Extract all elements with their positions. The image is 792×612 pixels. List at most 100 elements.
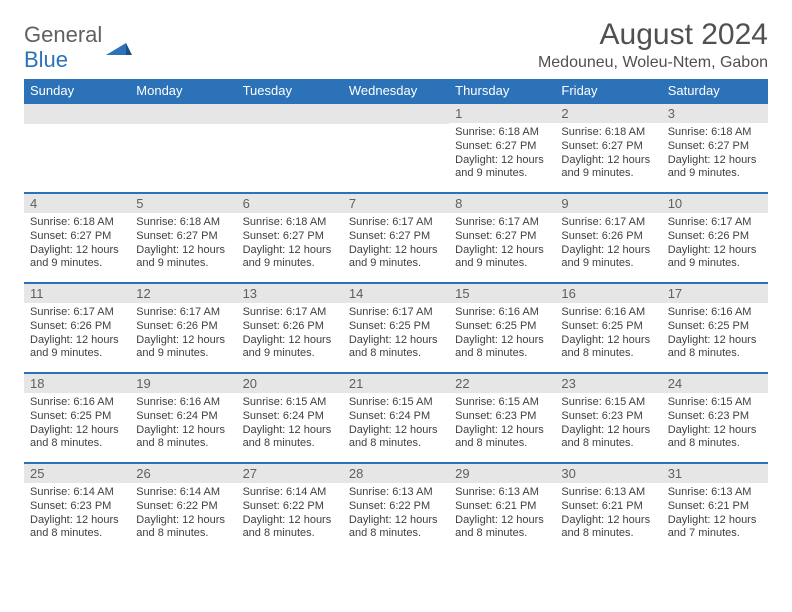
- sunrise-text: Sunrise: 6:15 AM: [243, 396, 337, 410]
- calendar-cell: 21Sunrise: 6:15 AMSunset: 6:24 PMDayligh…: [343, 372, 449, 462]
- sunrise-text: Sunrise: 6:17 AM: [136, 306, 230, 320]
- day-number: 14: [343, 282, 449, 303]
- calendar-cell: 6Sunrise: 6:18 AMSunset: 6:27 PMDaylight…: [237, 192, 343, 282]
- day-number: 2: [555, 102, 661, 123]
- daylight-text: Daylight: 12 hours and 8 minutes.: [243, 424, 337, 452]
- daylight-text: Daylight: 12 hours and 8 minutes.: [668, 424, 762, 452]
- calendar-cell: 18Sunrise: 6:16 AMSunset: 6:25 PMDayligh…: [24, 372, 130, 462]
- day-details: Sunrise: 6:13 AMSunset: 6:21 PMDaylight:…: [555, 483, 661, 545]
- daylight-text: Daylight: 12 hours and 8 minutes.: [349, 334, 443, 362]
- day-number: 1: [449, 102, 555, 123]
- daylight-text: Daylight: 12 hours and 9 minutes.: [30, 244, 124, 272]
- sunrise-text: Sunrise: 6:16 AM: [30, 396, 124, 410]
- day-number: 17: [662, 282, 768, 303]
- daylight-text: Daylight: 12 hours and 9 minutes.: [455, 244, 549, 272]
- day-number: 26: [130, 462, 236, 483]
- sunset-text: Sunset: 6:21 PM: [455, 500, 549, 514]
- daylight-text: Daylight: 12 hours and 8 minutes.: [561, 334, 655, 362]
- day-number: 24: [662, 372, 768, 393]
- day-number: 31: [662, 462, 768, 483]
- day-header: Sunday: [24, 79, 130, 102]
- daylight-text: Daylight: 12 hours and 8 minutes.: [243, 514, 337, 542]
- sunset-text: Sunset: 6:26 PM: [668, 230, 762, 244]
- sunset-text: Sunset: 6:27 PM: [561, 140, 655, 154]
- sunrise-text: Sunrise: 6:16 AM: [136, 396, 230, 410]
- day-number: 19: [130, 372, 236, 393]
- sunrise-text: Sunrise: 6:17 AM: [561, 216, 655, 230]
- sunset-text: Sunset: 6:22 PM: [136, 500, 230, 514]
- daylight-text: Daylight: 12 hours and 9 minutes.: [349, 244, 443, 272]
- calendar-cell: 22Sunrise: 6:15 AMSunset: 6:23 PMDayligh…: [449, 372, 555, 462]
- calendar-cell: 23Sunrise: 6:15 AMSunset: 6:23 PMDayligh…: [555, 372, 661, 462]
- sunset-text: Sunset: 6:21 PM: [561, 500, 655, 514]
- day-number: 28: [343, 462, 449, 483]
- calendar-cell: 8Sunrise: 6:17 AMSunset: 6:27 PMDaylight…: [449, 192, 555, 282]
- calendar-cell: 13Sunrise: 6:17 AMSunset: 6:26 PMDayligh…: [237, 282, 343, 372]
- day-details: Sunrise: 6:13 AMSunset: 6:22 PMDaylight:…: [343, 483, 449, 545]
- day-number: 9: [555, 192, 661, 213]
- sunrise-text: Sunrise: 6:17 AM: [349, 216, 443, 230]
- sunrise-text: Sunrise: 6:18 AM: [668, 126, 762, 140]
- calendar-page: General Blue August 2024 Medouneu, Woleu…: [0, 0, 792, 570]
- day-details: Sunrise: 6:18 AMSunset: 6:27 PMDaylight:…: [449, 123, 555, 185]
- day-number: 16: [555, 282, 661, 303]
- day-number: 25: [24, 462, 130, 483]
- sunset-text: Sunset: 6:26 PM: [30, 320, 124, 334]
- day-details: Sunrise: 6:13 AMSunset: 6:21 PMDaylight:…: [662, 483, 768, 545]
- day-number: 3: [662, 102, 768, 123]
- sunset-text: Sunset: 6:27 PM: [136, 230, 230, 244]
- day-details: Sunrise: 6:16 AMSunset: 6:25 PMDaylight:…: [449, 303, 555, 365]
- daylight-text: Daylight: 12 hours and 8 minutes.: [136, 424, 230, 452]
- calendar-cell: 24Sunrise: 6:15 AMSunset: 6:23 PMDayligh…: [662, 372, 768, 462]
- day-details: Sunrise: 6:15 AMSunset: 6:23 PMDaylight:…: [449, 393, 555, 455]
- day-details: Sunrise: 6:17 AMSunset: 6:26 PMDaylight:…: [662, 213, 768, 275]
- calendar-cell: 5Sunrise: 6:18 AMSunset: 6:27 PMDaylight…: [130, 192, 236, 282]
- day-details: Sunrise: 6:13 AMSunset: 6:21 PMDaylight:…: [449, 483, 555, 545]
- sunrise-text: Sunrise: 6:16 AM: [455, 306, 549, 320]
- day-details: Sunrise: 6:17 AMSunset: 6:26 PMDaylight:…: [237, 303, 343, 365]
- location-text: Medouneu, Woleu-Ntem, Gabon: [538, 54, 768, 72]
- sunrise-text: Sunrise: 6:14 AM: [136, 486, 230, 500]
- day-number: 11: [24, 282, 130, 303]
- calendar-cell: 2Sunrise: 6:18 AMSunset: 6:27 PMDaylight…: [555, 102, 661, 192]
- day-details: Sunrise: 6:15 AMSunset: 6:23 PMDaylight:…: [555, 393, 661, 455]
- daylight-text: Daylight: 12 hours and 8 minutes.: [30, 514, 124, 542]
- logo-text-bottom: Blue: [24, 47, 102, 73]
- calendar-cell: 17Sunrise: 6:16 AMSunset: 6:25 PMDayligh…: [662, 282, 768, 372]
- empty-day-bar: [237, 102, 343, 124]
- sunrise-text: Sunrise: 6:15 AM: [561, 396, 655, 410]
- day-number: 21: [343, 372, 449, 393]
- day-details: Sunrise: 6:16 AMSunset: 6:25 PMDaylight:…: [555, 303, 661, 365]
- sunrise-text: Sunrise: 6:15 AM: [455, 396, 549, 410]
- daylight-text: Daylight: 12 hours and 8 minutes.: [668, 334, 762, 362]
- calendar-row: 18Sunrise: 6:16 AMSunset: 6:25 PMDayligh…: [24, 372, 768, 462]
- daylight-text: Daylight: 12 hours and 9 minutes.: [668, 154, 762, 182]
- sunrise-text: Sunrise: 6:18 AM: [30, 216, 124, 230]
- empty-day-bar: [130, 102, 236, 124]
- daylight-text: Daylight: 12 hours and 8 minutes.: [455, 424, 549, 452]
- day-number: 13: [237, 282, 343, 303]
- calendar-cell: 12Sunrise: 6:17 AMSunset: 6:26 PMDayligh…: [130, 282, 236, 372]
- calendar-cell: 15Sunrise: 6:16 AMSunset: 6:25 PMDayligh…: [449, 282, 555, 372]
- daylight-text: Daylight: 12 hours and 8 minutes.: [561, 514, 655, 542]
- day-details: Sunrise: 6:14 AMSunset: 6:22 PMDaylight:…: [130, 483, 236, 545]
- day-number: 20: [237, 372, 343, 393]
- sunset-text: Sunset: 6:21 PM: [668, 500, 762, 514]
- sunrise-text: Sunrise: 6:17 AM: [349, 306, 443, 320]
- calendar-cell-empty: [130, 102, 236, 192]
- calendar-cell: 10Sunrise: 6:17 AMSunset: 6:26 PMDayligh…: [662, 192, 768, 282]
- sunset-text: Sunset: 6:23 PM: [455, 410, 549, 424]
- day-details: Sunrise: 6:17 AMSunset: 6:25 PMDaylight:…: [343, 303, 449, 365]
- day-number: 18: [24, 372, 130, 393]
- daylight-text: Daylight: 12 hours and 8 minutes.: [30, 424, 124, 452]
- daylight-text: Daylight: 12 hours and 9 minutes.: [561, 244, 655, 272]
- sunrise-text: Sunrise: 6:14 AM: [30, 486, 124, 500]
- daylight-text: Daylight: 12 hours and 9 minutes.: [561, 154, 655, 182]
- day-details: Sunrise: 6:18 AMSunset: 6:27 PMDaylight:…: [555, 123, 661, 185]
- day-details: Sunrise: 6:16 AMSunset: 6:25 PMDaylight:…: [662, 303, 768, 365]
- sunrise-text: Sunrise: 6:16 AM: [668, 306, 762, 320]
- title-block: August 2024 Medouneu, Woleu-Ntem, Gabon: [538, 18, 768, 72]
- sunrise-text: Sunrise: 6:17 AM: [30, 306, 124, 320]
- day-number: 10: [662, 192, 768, 213]
- sunset-text: Sunset: 6:23 PM: [561, 410, 655, 424]
